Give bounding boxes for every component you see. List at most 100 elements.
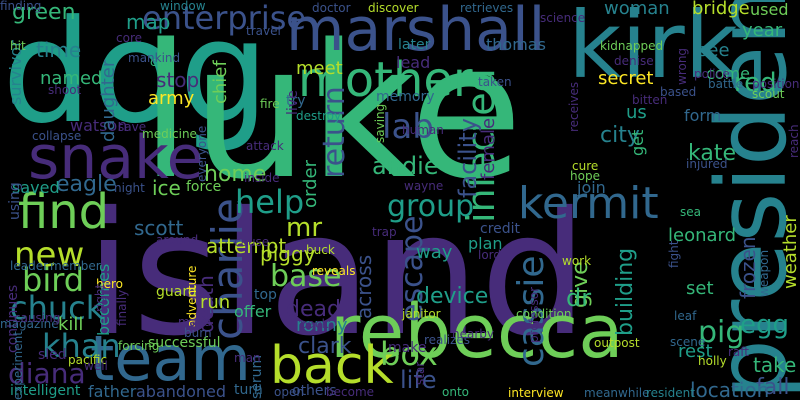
cloud-word: resident [646,386,695,400]
cloud-word: dead [286,297,341,322]
cloud-word: onto [442,385,469,399]
cloud-word: mother [298,52,473,108]
cloud-word: woman [604,0,670,19]
cloud-word: window [160,0,206,13]
cloud-word: right [93,283,107,312]
cloud-word: see [698,40,730,61]
cloud-word: piggy [260,242,316,266]
cloud-word: take [753,353,797,377]
cloud-word: used [750,0,789,19]
cloud-word: clark [298,334,352,359]
cloud-word: buck [306,243,335,257]
cloud-word: luke [140,4,524,220]
cloud-word: kate [688,141,736,166]
cloud-word: man [234,351,261,365]
cloud-word: named [40,68,103,89]
cloud-word: holly [698,354,727,368]
cloud-word: set [686,278,714,299]
cloud-word: top [254,287,277,303]
cloud-word: mr [286,213,323,243]
cloud-word: raft [728,345,750,359]
cloud-word: way [416,242,453,263]
cloud-word: cure [572,159,599,173]
cloud-word: retrieves [460,1,514,15]
cloud-word: help [235,183,305,221]
cloud-word: army [148,88,195,109]
cloud-word: injured [686,157,728,171]
cloud-word: order [300,160,321,208]
cloud-word: leader [10,259,49,273]
cloud-word: kirk [568,0,738,99]
cloud-word: condition [516,307,572,321]
cloud-word: discover [368,1,419,15]
cloud-word: intelligent [10,383,81,399]
cloud-word: turn [234,382,263,398]
cloud-word: fight [667,240,681,269]
cloud-word: khan [42,327,121,365]
cloud-word: eagle [56,172,117,197]
cloud-word: rest [678,341,713,362]
cloud-word: try [286,93,306,109]
cloud-word: dog [2,0,270,155]
cloud-word: medicine [142,127,197,141]
cloud-word: trap [372,225,397,239]
cloud-word: device [416,284,489,309]
cloud-word: attempt [206,234,287,258]
cloud-word: run [200,292,231,313]
cloud-word: come [706,64,751,83]
cloud-word: scene [670,335,706,349]
cloud-word: bitten [632,93,668,107]
cloud-word: watson [70,116,128,135]
cloud-word: base [270,259,342,294]
cloud-word: credit [480,221,521,237]
cloud-word: fall [756,375,790,400]
cloud-word: collapse [32,129,82,143]
cloud-word: rebecca [330,289,624,375]
cloud-word: ice [152,176,181,200]
cloud-word: around [156,233,199,247]
cloud-word: form [684,106,722,125]
cloud-word: interview [508,386,564,400]
cloud-word: burn [184,326,212,340]
cloud-word: open [274,385,304,399]
cloud-word: team [90,322,251,395]
cloud-word: police [694,67,730,81]
cloud-word: life [400,366,437,394]
cloud-word: wayne [404,179,444,193]
cloud-word: marshall [286,0,546,65]
cloud-word: time [36,38,82,62]
cloud-word: saving [373,103,387,143]
cloud-word: meet [296,58,343,79]
cloud-word: offer [234,302,272,321]
cloud-word: force [186,179,222,195]
cloud-word: outpost [594,336,640,350]
cloud-word: us [626,102,647,123]
cloud-word: lab [382,107,434,147]
cloud-word: across [352,254,376,319]
cloud-word: female [478,117,499,180]
cloud-word: science [540,11,586,25]
cloud-word: pacific [68,353,108,367]
cloud-word: position [752,77,800,91]
cloud-word: city [600,123,640,148]
cloud-word: memory [376,89,435,105]
cloud-word: using [7,182,23,220]
cloud-word: save [118,120,147,134]
cloud-word: secret [598,68,654,89]
cloud-word: sea [680,205,701,219]
cloud-word: member [50,259,101,273]
cloud-word: finding [0,0,42,13]
cloud-word: frozen [736,236,760,299]
cloud-word: dr [566,284,592,312]
cloud-word: taken [478,75,512,89]
cloud-word: reveals [312,264,356,278]
cloud-word: andie [372,152,439,180]
cloud-word: green [12,0,76,25]
cloud-word: successful [148,335,221,351]
cloud-word: sled [38,347,67,363]
cloud-word: find [18,184,110,240]
cloud-word: denise [614,54,654,68]
cloud-word: island [85,176,588,374]
cloud-word: kidnapped [600,39,664,53]
